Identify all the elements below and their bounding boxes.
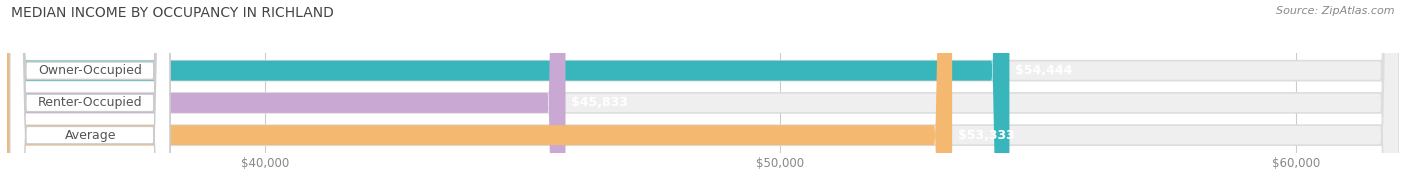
Text: $45,833: $45,833 (571, 96, 628, 109)
FancyBboxPatch shape (7, 0, 952, 196)
FancyBboxPatch shape (10, 0, 170, 196)
FancyBboxPatch shape (7, 0, 1399, 196)
Text: Owner-Occupied: Owner-Occupied (38, 64, 142, 77)
Text: $54,444: $54,444 (1015, 64, 1073, 77)
Text: Average: Average (65, 129, 117, 142)
FancyBboxPatch shape (7, 0, 1399, 196)
FancyBboxPatch shape (10, 0, 170, 196)
FancyBboxPatch shape (7, 0, 1010, 196)
FancyBboxPatch shape (10, 0, 170, 196)
Text: Source: ZipAtlas.com: Source: ZipAtlas.com (1277, 6, 1395, 16)
FancyBboxPatch shape (7, 0, 1399, 196)
Text: Renter-Occupied: Renter-Occupied (38, 96, 143, 109)
FancyBboxPatch shape (7, 0, 565, 196)
Text: MEDIAN INCOME BY OCCUPANCY IN RICHLAND: MEDIAN INCOME BY OCCUPANCY IN RICHLAND (11, 6, 335, 20)
Text: $53,333: $53,333 (957, 129, 1015, 142)
